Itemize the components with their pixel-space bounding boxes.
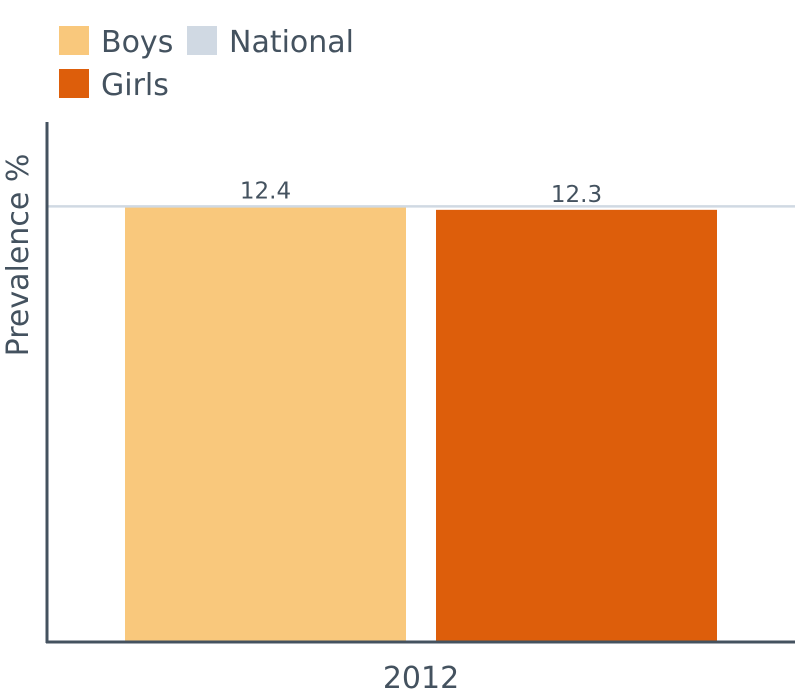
data-label-girls: 12.3 (551, 182, 602, 208)
legend: Boys National Girls (59, 25, 354, 103)
data-label-boys: 12.4 (240, 178, 291, 204)
legend-label-boys: Boys (101, 25, 173, 60)
bars: 12.4 12.3 (125, 178, 717, 643)
bar-boys (125, 206, 406, 642)
legend-swatch-girls (59, 69, 89, 98)
y-axis-title: Prevalence % (1, 154, 36, 357)
bar-girls (436, 209, 717, 643)
legend-label-national: National (229, 25, 354, 60)
legend-label-girls: Girls (101, 68, 169, 103)
legend-swatch-national (187, 26, 217, 55)
legend-swatch-boys (59, 26, 89, 55)
x-tick-label: 2012 (383, 661, 459, 696)
